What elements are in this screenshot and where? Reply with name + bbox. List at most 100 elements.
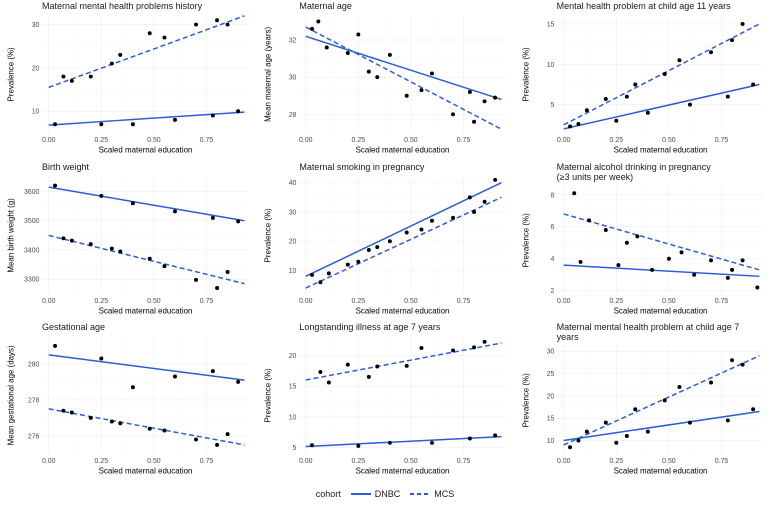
y-axis-label: Prevalence (%): [7, 47, 16, 102]
y-axis-label: Mean maternal age (years): [264, 26, 273, 121]
data-point: [226, 432, 230, 436]
data-point: [740, 258, 744, 262]
data-point: [173, 118, 177, 122]
svg-text:0.00: 0.00: [42, 297, 56, 304]
data-point: [405, 364, 409, 368]
svg-text:0.50: 0.50: [662, 458, 676, 465]
data-point: [483, 199, 487, 203]
data-point: [677, 58, 681, 62]
data-point: [572, 191, 576, 195]
data-point: [688, 421, 692, 425]
data-point: [730, 268, 734, 272]
data-point: [148, 427, 152, 431]
y-axis-label: Prevalence (%): [264, 208, 273, 263]
data-point: [89, 75, 93, 79]
data-point: [709, 258, 713, 262]
legend-label-mcs: MCS: [434, 489, 454, 499]
svg-text:3300: 3300: [24, 276, 40, 283]
svg-text:0.25: 0.25: [609, 297, 623, 304]
svg-text:3500: 3500: [24, 218, 40, 225]
data-point: [740, 363, 744, 367]
svg-text:0.25: 0.25: [95, 458, 109, 465]
svg-text:0.50: 0.50: [662, 297, 676, 304]
x-axis-label: Scaled maternal education: [356, 467, 450, 476]
legend-label-dnbc: DNBC: [375, 489, 401, 499]
svg-text:0.00: 0.00: [299, 137, 313, 144]
data-point: [726, 276, 730, 280]
data-point: [367, 248, 371, 252]
data-point: [162, 429, 166, 433]
data-point: [376, 75, 380, 79]
data-point: [148, 31, 152, 35]
svg-text:4: 4: [550, 256, 554, 263]
svg-text:15: 15: [289, 384, 297, 391]
panel-plot: 0.000.250.500.752468Scaled maternal educ…: [517, 163, 768, 320]
svg-text:28: 28: [289, 112, 297, 119]
data-point: [430, 441, 434, 445]
data-point: [346, 363, 350, 367]
data-point: [215, 18, 219, 22]
data-point: [646, 430, 650, 434]
data-point: [726, 419, 730, 423]
y-axis-label: Mean birth weight (g): [7, 197, 16, 272]
data-point: [99, 357, 103, 361]
data-point: [472, 346, 476, 350]
data-point: [430, 218, 434, 222]
data-point: [131, 386, 135, 390]
svg-text:6: 6: [550, 224, 554, 231]
panel-grid: Maternal mental health problems history0…: [0, 0, 770, 480]
svg-text:0.00: 0.00: [557, 458, 571, 465]
data-point: [667, 256, 671, 260]
data-point: [70, 238, 74, 242]
panel-p1: Maternal mental health problems history0…: [2, 2, 253, 159]
panel-p3: Mental health problem at child age 11 ye…: [517, 2, 768, 159]
data-point: [751, 408, 755, 412]
panel-p6: Maternal alcohol drinking in pregnancy (…: [517, 163, 768, 320]
data-point: [327, 381, 331, 385]
data-point: [625, 95, 629, 99]
data-point: [118, 422, 122, 426]
data-point: [578, 260, 582, 264]
data-point: [148, 256, 152, 260]
data-point: [420, 227, 424, 231]
svg-text:0.75: 0.75: [457, 137, 471, 144]
data-point: [751, 82, 755, 86]
data-point: [603, 228, 607, 232]
data-point: [616, 263, 620, 267]
x-axis-label: Scaled maternal education: [356, 146, 450, 155]
data-point: [110, 420, 114, 424]
svg-text:20: 20: [546, 394, 554, 401]
data-point: [662, 72, 666, 76]
data-point: [614, 441, 618, 445]
svg-text:10: 10: [546, 438, 554, 445]
data-point: [236, 380, 240, 384]
svg-text:8: 8: [550, 192, 554, 199]
svg-text:0.00: 0.00: [299, 458, 313, 465]
data-point: [625, 240, 629, 244]
data-point: [215, 286, 219, 290]
data-point: [53, 344, 57, 348]
svg-text:15: 15: [546, 416, 554, 423]
data-point: [755, 285, 759, 289]
data-point: [310, 273, 314, 277]
data-point: [646, 111, 650, 115]
y-axis-label: Prevalence (%): [264, 368, 273, 423]
data-point: [215, 443, 219, 447]
data-point: [633, 82, 637, 86]
svg-text:0.25: 0.25: [352, 137, 366, 144]
data-point: [568, 446, 572, 450]
figure-root: Maternal mental health problems history0…: [0, 0, 770, 506]
x-axis-label: Scaled maternal education: [613, 146, 707, 155]
panel-plot: 0.000.250.500.751015202530Scaled materna…: [517, 323, 768, 480]
panel-plot: 0.000.250.500.753300340035003600Scaled m…: [2, 163, 253, 320]
data-point: [70, 411, 74, 415]
svg-text:30: 30: [289, 209, 297, 216]
x-axis-label: Scaled maternal education: [99, 467, 193, 476]
data-point: [388, 53, 392, 57]
data-point: [388, 441, 392, 445]
data-point: [376, 365, 380, 369]
data-point: [468, 195, 472, 199]
data-point: [483, 99, 487, 103]
data-point: [61, 236, 65, 240]
data-point: [420, 346, 424, 350]
